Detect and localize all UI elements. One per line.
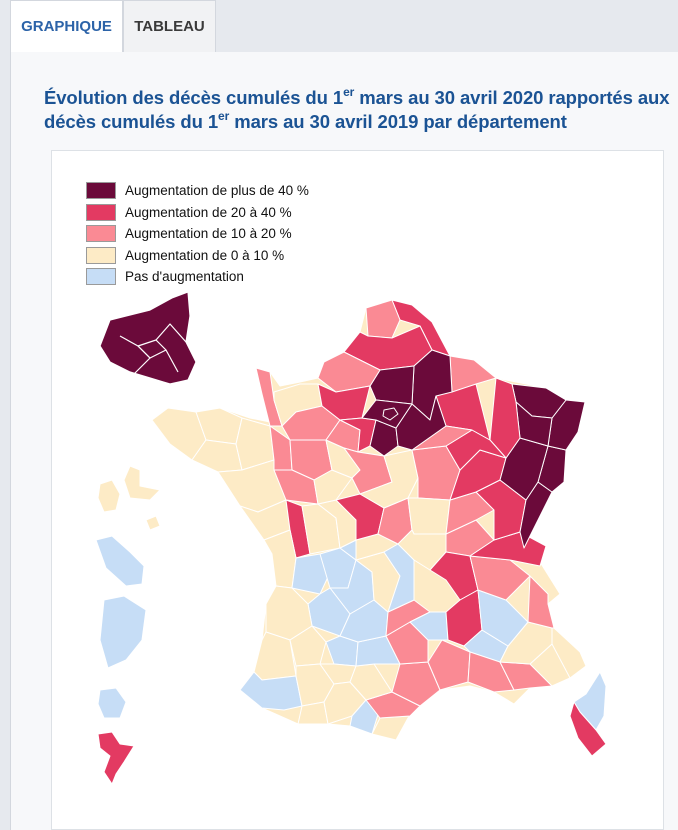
corse-du-sud [569, 701, 607, 757]
guadeloupe-b [123, 465, 161, 501]
legend-label-10-20: Augmentation de 10 à 20 % [125, 226, 292, 242]
legend-item-20-40[interactable]: Augmentation de 20 à 40 % [86, 202, 309, 224]
legend-label-none: Pas d'augmentation [125, 269, 244, 285]
charente-maritime [263, 529, 297, 589]
inset-val-de-marne [165, 349, 179, 373]
legend-swatch-20-40 [86, 203, 116, 221]
paris [382, 407, 399, 421]
inset-hauts-de-seine [119, 335, 151, 375]
legend-label-gt40: Augmentation de plus de 40 % [125, 183, 309, 199]
reunion [97, 687, 127, 719]
tab-tableau[interactable]: TABLEAU [123, 0, 216, 52]
mayotte [97, 731, 135, 785]
guyane [99, 595, 147, 669]
guadeloupe-a [97, 479, 121, 513]
saone-et-loire [407, 497, 451, 535]
legend-item-10-20[interactable]: Augmentation de 10 à 20 % [86, 223, 309, 245]
alpes-lower [527, 575, 555, 629]
pas-de-calais [365, 299, 401, 339]
guadeloupe-c [145, 515, 161, 531]
legend-label-20-40: Augmentation de 20 à 40 % [125, 204, 292, 220]
martinique [95, 535, 145, 587]
map-legend: Augmentation de plus de 40 % Augmentatio… [86, 180, 309, 288]
legend-item-0-10[interactable]: Augmentation de 0 à 10 % [86, 245, 309, 267]
legend-swatch-10-20 [86, 225, 116, 243]
legend-swatch-none [86, 268, 116, 286]
inset-seine-st-denis [155, 323, 187, 343]
savoie [469, 555, 531, 601]
tab-graphique[interactable]: GRAPHIQUE [10, 0, 123, 52]
yonne [359, 449, 419, 509]
deux-sevres [285, 499, 311, 559]
legend-item-gt40[interactable]: Augmentation de plus de 40 % [86, 180, 309, 202]
legend-swatch-0-10 [86, 246, 116, 264]
tarn [349, 663, 393, 701]
indre-et-loire [313, 469, 353, 505]
legend-item-none[interactable]: Pas d'augmentation [86, 266, 309, 288]
tab-bar: GRAPHIQUE TABLEAU [0, 0, 678, 52]
map-title: Évolution des décès cumulés du 1er mars … [44, 84, 670, 132]
legend-swatch-gt40 [86, 182, 116, 200]
legend-label-0-10: Augmentation de 0 à 10 % [125, 247, 285, 263]
hautes-alpes [477, 589, 529, 647]
inset-petite-couronne [99, 291, 197, 385]
lot-et-garonne [289, 625, 327, 667]
